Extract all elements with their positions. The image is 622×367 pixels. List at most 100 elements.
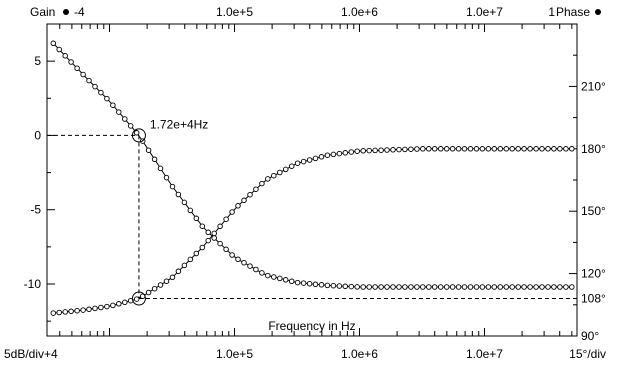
phase-point <box>288 163 295 169</box>
gain-point <box>288 278 295 285</box>
series-layer <box>50 40 575 316</box>
gain-point <box>157 165 164 172</box>
x-axis-title: Frequency in Hz <box>268 319 355 333</box>
gain-tick-label: -5 <box>30 203 41 217</box>
gain-point <box>122 116 128 122</box>
gain-top-value: -4 <box>74 5 85 19</box>
phase-marker-ring <box>131 291 146 306</box>
phase-point <box>431 146 438 152</box>
gain-point <box>68 59 74 65</box>
gain-point <box>229 252 235 258</box>
gain-legend-dot <box>63 9 69 15</box>
gain-point <box>509 284 515 290</box>
phase-point <box>503 146 510 152</box>
gain-point <box>110 102 116 108</box>
gain-point <box>479 284 486 290</box>
phase-title: Phase <box>556 5 590 19</box>
phase-point <box>306 157 313 163</box>
gain-point <box>551 284 557 290</box>
phase-tick-label: 90° <box>581 329 599 343</box>
gain-point <box>426 284 432 290</box>
phase-point <box>265 176 271 182</box>
gain-point <box>330 282 337 289</box>
phase-point <box>259 180 265 187</box>
gain-point <box>431 284 438 290</box>
phase-point <box>98 304 104 311</box>
gain-point <box>74 65 80 71</box>
phase-point <box>187 256 194 263</box>
gain-point <box>336 283 343 289</box>
gain-point <box>521 284 527 290</box>
phase-point <box>300 158 307 165</box>
phase-tick-label: 150° <box>581 204 606 218</box>
phase-point <box>533 146 539 152</box>
phase-point <box>449 146 456 152</box>
phase-point <box>479 146 486 152</box>
phase-point <box>443 146 450 152</box>
phase-point <box>223 216 229 222</box>
gain-point <box>116 109 122 115</box>
gain-point <box>503 284 510 290</box>
phase-top-value: 1 <box>548 5 555 19</box>
phase-point <box>461 146 468 152</box>
gain-point <box>348 283 355 290</box>
phase-point <box>235 203 241 209</box>
gain-point <box>485 284 492 290</box>
gain-point <box>98 89 104 96</box>
phase-point <box>390 147 396 153</box>
phase-point <box>122 299 128 306</box>
gain-point <box>247 263 253 269</box>
phase-point <box>253 186 259 192</box>
x-tick-label-bottom: 1.0e+7 <box>466 347 503 361</box>
phase-point <box>455 146 462 152</box>
marker-guides <box>47 134 577 300</box>
phase-point <box>414 146 420 152</box>
phase-point <box>229 209 235 215</box>
marker-layer: 1.72e+4Hz <box>131 117 208 306</box>
marker-frequency-label: 1.72e+4Hz <box>150 117 208 131</box>
phase-point <box>169 274 176 281</box>
phase-point <box>145 289 152 296</box>
phase-point <box>384 147 390 153</box>
gain-point <box>569 284 575 290</box>
gain-point <box>127 123 134 129</box>
gain-point <box>50 40 57 47</box>
phase-point <box>271 172 277 179</box>
gain-point <box>533 284 539 290</box>
phase-point <box>360 148 366 154</box>
phase-point <box>318 154 325 160</box>
phase-point <box>527 146 533 152</box>
x-tick-label-top: 1.0e+7 <box>466 5 503 19</box>
phase-tick-labels: 210° 180° 150° 120° 108° 90° <box>581 79 606 343</box>
phase-point <box>116 301 122 307</box>
gain-marker-ring <box>131 128 146 143</box>
phase-point <box>497 146 504 152</box>
phase-point <box>211 230 217 237</box>
gain-point <box>282 277 289 283</box>
gain-tick-label: 0 <box>34 128 41 142</box>
gain-point <box>402 284 408 290</box>
phase-point <box>104 303 110 310</box>
phase-tick-label: 210° <box>581 79 606 93</box>
gain-point <box>211 235 217 241</box>
gain-curve <box>52 42 572 288</box>
gain-point <box>378 284 384 290</box>
phase-point <box>56 309 62 316</box>
gain-point <box>56 46 62 53</box>
phase-point <box>342 150 349 156</box>
phase-point <box>282 166 289 173</box>
gain-point <box>193 215 200 222</box>
gain-point <box>199 223 206 229</box>
gain-point <box>104 95 110 102</box>
phase-point <box>294 160 301 166</box>
gain-point <box>408 284 414 290</box>
phase-point <box>312 155 319 162</box>
gain-point <box>306 280 313 287</box>
phase-point <box>420 146 426 152</box>
phase-point <box>50 310 57 316</box>
gain-point <box>366 284 372 290</box>
gain-point <box>133 130 140 136</box>
gain-point <box>396 284 402 290</box>
phase-tick-label: 180° <box>581 142 606 156</box>
